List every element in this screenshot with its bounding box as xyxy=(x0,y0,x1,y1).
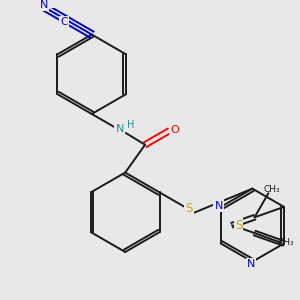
Text: N: N xyxy=(247,260,255,269)
Text: S: S xyxy=(186,202,193,215)
Text: O: O xyxy=(171,124,179,134)
Text: C: C xyxy=(60,16,68,27)
Text: N: N xyxy=(214,201,223,211)
Text: H: H xyxy=(127,120,134,130)
Text: S: S xyxy=(235,219,242,232)
Text: CH₃: CH₃ xyxy=(263,185,280,194)
Text: N: N xyxy=(40,0,48,10)
Text: N: N xyxy=(116,124,124,134)
Text: CH₃: CH₃ xyxy=(278,238,294,247)
